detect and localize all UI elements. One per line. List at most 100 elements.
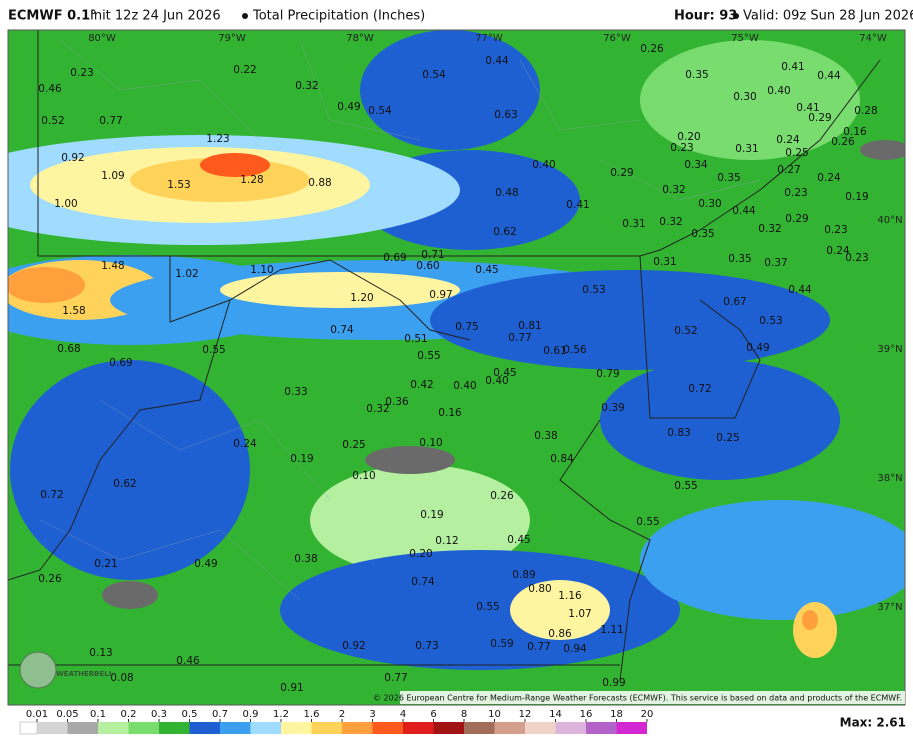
colorbar-cell (525, 722, 556, 734)
colorbar-cell (372, 722, 403, 734)
colorbar-label: 6 (430, 709, 436, 720)
precip-label: 0.40 (532, 159, 555, 171)
colorbar-cell (555, 722, 586, 734)
precip-label: 0.99 (602, 677, 625, 689)
precip-label: 1.48 (101, 260, 124, 272)
precip-label: 0.32 (295, 80, 318, 92)
precip-label: 0.77 (527, 641, 550, 653)
precip-label: 0.69 (109, 357, 132, 369)
precip-label: 1.20 (350, 292, 373, 304)
precip-label: 0.91 (280, 682, 303, 694)
forecast-hour: Hour: 93 (674, 9, 737, 24)
latitude-label: 39°N (877, 344, 902, 355)
valid-time: Valid: 09z Sun 28 Jun 2026 (743, 9, 913, 24)
precip-label: 0.29 (808, 112, 831, 124)
colorbar-label: 0.5 (182, 709, 198, 720)
precip-label: 0.24 (817, 172, 841, 184)
precip-label: 0.62 (113, 478, 136, 490)
separator (242, 13, 248, 19)
precip-label: 0.41 (796, 102, 819, 114)
precip-label: 0.24 (826, 245, 850, 257)
header-bar (0, 0, 913, 30)
precip-label: 1.16 (558, 590, 582, 602)
precip-label: 0.31 (622, 218, 645, 230)
credit: © 2026 European Centre for Medium-Range … (373, 694, 902, 703)
precip-label: 0.25 (785, 147, 808, 159)
precip-label: 0.73 (415, 640, 438, 652)
colorbar-label: 4 (400, 709, 406, 720)
precip-label: 0.29 (785, 213, 808, 225)
precip-label: 1.53 (167, 179, 190, 191)
precip-label: 0.46 (38, 83, 62, 95)
precip-label: 0.89 (512, 569, 535, 581)
precip-label: 0.69 (383, 252, 406, 264)
precip-label: 0.49 (337, 101, 360, 113)
precip-label: 0.61 (543, 345, 566, 357)
precip-label: 0.32 (758, 223, 781, 235)
colorbar-label: 0.2 (121, 709, 137, 720)
precip-label: 0.40 (767, 85, 790, 97)
precip-label: 0.39 (601, 402, 624, 414)
precip-label: 0.23 (70, 67, 93, 79)
precip-label: 0.53 (759, 315, 782, 327)
colorbar-label: 8 (461, 709, 467, 720)
precip-label: 0.44 (732, 205, 756, 217)
colorbar-label: 0.3 (151, 709, 167, 720)
colorbar-cell (19, 721, 38, 735)
init-time: Init 12z 24 Jun 2026 (90, 9, 221, 24)
precip-label: 0.88 (308, 177, 331, 189)
precip-label: 0.35 (685, 69, 708, 81)
precip-label: 0.32 (662, 184, 685, 196)
precip-label: 0.74 (330, 324, 354, 336)
colorbar-cell (342, 722, 373, 734)
precip-label: 0.41 (566, 199, 589, 211)
map: 80°W 79°W 78°W 77°W 76°W 75°W 74°W 40°N 39°N 38°N… (7, 29, 906, 706)
precip-label: 0.24 (776, 134, 800, 146)
colorbar-label: 0.9 (243, 709, 259, 720)
precip-label: 0.60 (416, 260, 439, 272)
colorbar-cell (494, 722, 525, 734)
colorbar-label: 20 (641, 709, 654, 720)
precip-label: 0.45 (493, 367, 516, 379)
colorbar-label: 14 (549, 709, 562, 720)
model-name: ECMWF 0.1° (8, 9, 97, 24)
colorbar-cell (189, 722, 220, 734)
precip-label: 0.44 (485, 55, 509, 67)
longitude-label: 77°W (475, 33, 503, 44)
precip-label: 0.92 (61, 152, 84, 164)
precip-label: 0.37 (764, 257, 787, 269)
precip-label: 0.72 (40, 489, 63, 501)
precip-label: 0.32 (366, 403, 389, 415)
precip-label: 0.63 (494, 109, 517, 121)
precip-label: 0.24 (233, 438, 257, 450)
colorbar-label: 12 (519, 709, 532, 720)
precip-label: 0.79 (596, 368, 619, 380)
precip-label: 0.25 (716, 432, 739, 444)
precip-label: 0.71 (421, 249, 444, 261)
precip-label: 0.55 (674, 480, 697, 492)
logo: WEATHERBELL (56, 670, 114, 678)
colorbar-label: 10 (488, 709, 501, 720)
precip-label: 1.23 (206, 133, 229, 145)
precip-label: 0.45 (475, 264, 498, 276)
precip-label: 0.26 (490, 490, 514, 502)
colorbar-cell (616, 722, 647, 734)
precip-label: 1.00 (54, 198, 77, 210)
precip-label: 0.19 (845, 191, 868, 203)
colorbar-label: 18 (610, 709, 623, 720)
colorbar-cell (311, 722, 342, 734)
precip-label: 0.10 (352, 470, 375, 482)
field-name: Total Precipitation (Inches) (252, 9, 425, 24)
precip-label: 0.46 (176, 655, 200, 667)
precip-label: 1.07 (568, 608, 591, 620)
precip-label: 0.32 (659, 216, 682, 228)
precip-label: 0.62 (493, 226, 516, 238)
precip-label: 0.72 (688, 383, 711, 395)
precip-label: 0.20 (677, 131, 700, 143)
precip-label: 0.26 (38, 573, 62, 585)
precip-label: 0.59 (490, 638, 513, 650)
precip-label: 0.40 (485, 375, 508, 387)
colorbar-label: 0.7 (212, 709, 228, 720)
precip-label: 0.77 (99, 115, 122, 127)
separator (733, 13, 739, 19)
